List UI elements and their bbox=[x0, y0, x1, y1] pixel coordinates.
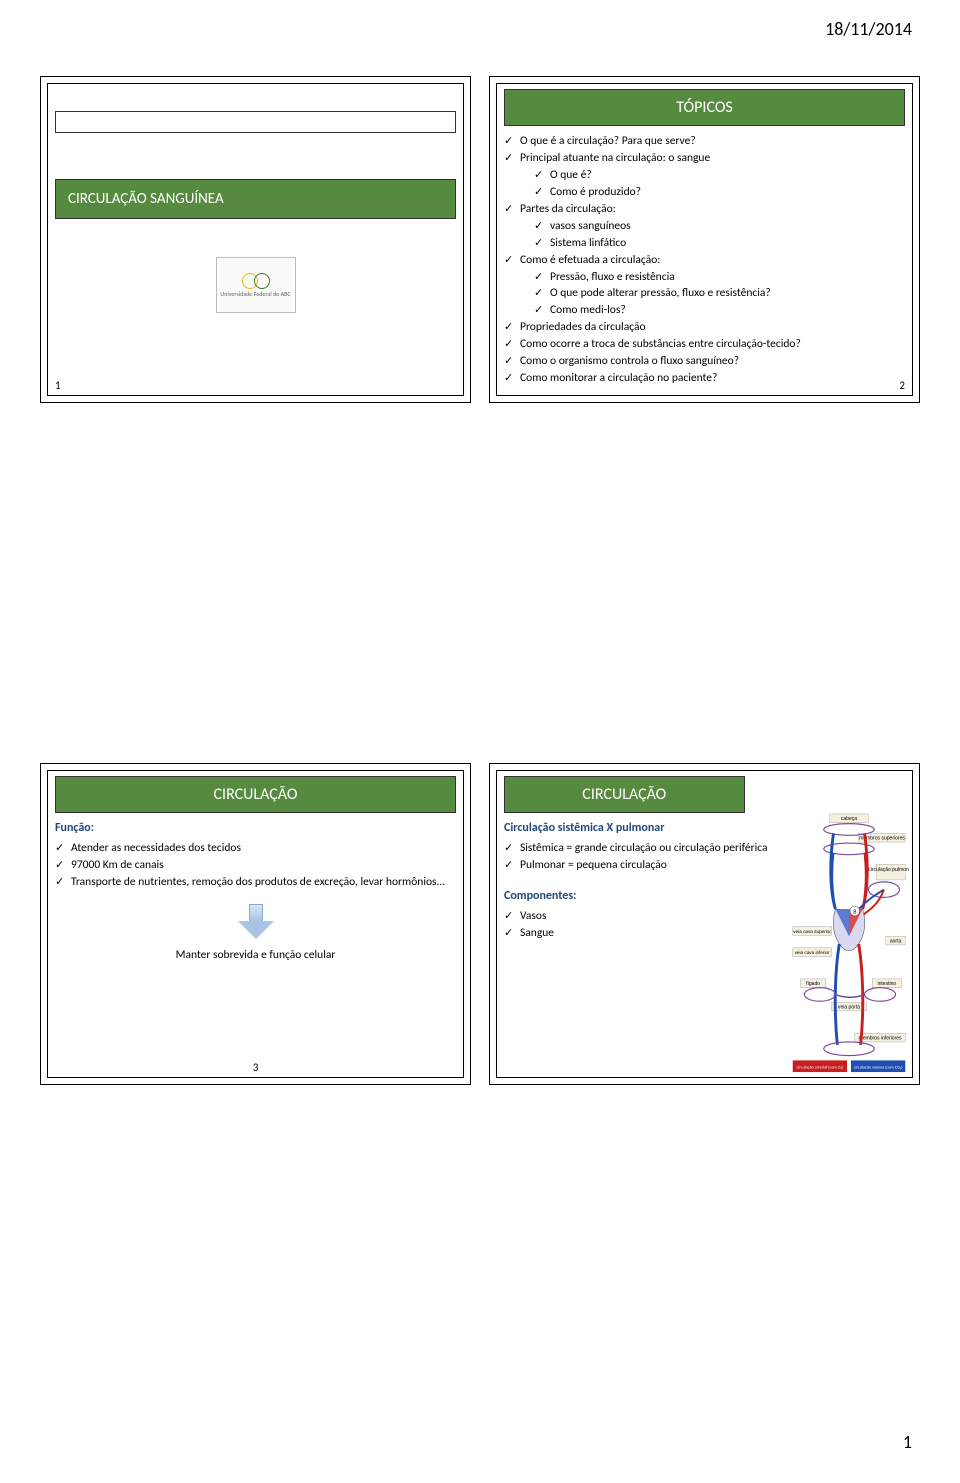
svg-text:circulação venosa (com CO₂): circulação venosa (com CO₂) bbox=[854, 1065, 903, 1071]
ufabc-logo: Universidade Federal do ABC bbox=[216, 257, 296, 313]
circulation-diagram: cabeça membros superiores circulação pul… bbox=[789, 812, 909, 1074]
svg-text:veia cava superior: veia cava superior bbox=[793, 929, 831, 934]
s4-b: Pulmonar = pequena circulação bbox=[504, 858, 775, 873]
svg-text:veia porta: veia porta bbox=[838, 1005, 860, 1011]
slide3-number: 3 bbox=[253, 1061, 259, 1074]
slide-1: CIRCULAÇÃO SANGUÍNEA Universidade Federa… bbox=[40, 76, 471, 403]
s2-i3a: vasos sanguíneos bbox=[534, 219, 905, 234]
s4-a: Sistêmica = grande circulação ou circula… bbox=[504, 841, 775, 856]
s2-i2b: Como é produzido? bbox=[534, 185, 905, 200]
s2-i4b: O que pode alterar pressão, fluxo e resi… bbox=[534, 286, 905, 301]
slide4-comp-list: Vasos Sangue bbox=[504, 909, 775, 941]
svg-text:fígado: fígado bbox=[806, 981, 820, 987]
slide1-title: CIRCULAÇÃO SANGUÍNEA bbox=[55, 179, 456, 219]
slide-4: CIRCULAÇÃO Circulação sistêmica X pulmon… bbox=[489, 763, 920, 1085]
s2-i1: O que é a circulação? Para que serve? bbox=[504, 134, 905, 149]
svg-text:cabeça: cabeça bbox=[841, 816, 857, 822]
s2-i3b: Sistema linfático bbox=[534, 236, 905, 251]
page-number: 1 bbox=[903, 1431, 912, 1453]
slide4-title: CIRCULAÇÃO bbox=[504, 776, 745, 813]
svg-text:aorta: aorta bbox=[890, 939, 902, 945]
s3-c: Transporte de nutrientes, remoção dos pr… bbox=[55, 875, 456, 890]
s2-i2: Principal atuante na circulação: o sangu… bbox=[504, 151, 905, 200]
s2-i5: Propriedades da circulação bbox=[504, 320, 905, 335]
s2-i7: Como o organismo controla o fluxo sanguí… bbox=[504, 354, 905, 369]
svg-text:B: B bbox=[853, 908, 856, 916]
s2-i6: Como ocorre a troca de substâncias entre… bbox=[504, 337, 905, 352]
svg-text:veia cava inferior: veia cava inferior bbox=[795, 950, 831, 955]
logo-caption: Universidade Federal do ABC bbox=[220, 290, 290, 298]
s3-a: Atender as necessidades dos tecidos bbox=[55, 841, 456, 856]
slide2-list: O que é a circulação? Para que serve? Pr… bbox=[504, 134, 905, 386]
slide4-list: Sistêmica = grande circulação ou circula… bbox=[504, 841, 775, 873]
slide3-func-label: Função: bbox=[55, 821, 456, 835]
slide-2: TÓPICOS O que é a circulação? Para que s… bbox=[489, 76, 920, 403]
s2-i3: Partes da circulação: vasos sanguíneos S… bbox=[504, 202, 905, 251]
page-date: 18/11/2014 bbox=[825, 18, 912, 40]
slide2-title: TÓPICOS bbox=[504, 89, 905, 126]
slide3-title: CIRCULAÇÃO bbox=[55, 776, 456, 813]
slide3-footer: Manter sobrevida e função celular bbox=[55, 948, 456, 962]
arrow-down-icon bbox=[238, 904, 274, 940]
slide1-number: 1 bbox=[55, 379, 61, 392]
svg-text:intestino: intestino bbox=[877, 981, 896, 987]
slide1-empty-bar bbox=[55, 111, 456, 133]
svg-text:circulação arterial (com O₂): circulação arterial (com O₂) bbox=[796, 1065, 843, 1071]
slide-3: CIRCULAÇÃO Função: Atender as necessidad… bbox=[40, 763, 471, 1085]
slide4-sub: Circulação sistêmica X pulmonar bbox=[504, 821, 775, 835]
s2-i2a: O que é? bbox=[534, 168, 905, 183]
slide4-comp-label: Componentes: bbox=[504, 889, 775, 903]
slide2-number: 2 bbox=[899, 379, 905, 392]
svg-text:membros inferiores: membros inferiores bbox=[859, 1036, 903, 1042]
s2-i8: Como monitorar a circulação no paciente? bbox=[504, 371, 905, 386]
s2-i4a: Pressão, fluxo e resistência bbox=[534, 270, 905, 285]
slide3-list: Atender as necessidades dos tecidos 9700… bbox=[55, 841, 456, 890]
svg-text:circulação pulmonar: circulação pulmonar bbox=[868, 867, 909, 873]
s4-ca: Vasos bbox=[504, 909, 775, 924]
s3-b: 97000 Km de canais bbox=[55, 858, 456, 873]
s2-i4c: Como medi-los? bbox=[534, 303, 905, 318]
s2-i4: Como é efetuada a circulação: Pressão, f… bbox=[504, 253, 905, 319]
s4-cb: Sangue bbox=[504, 926, 775, 941]
